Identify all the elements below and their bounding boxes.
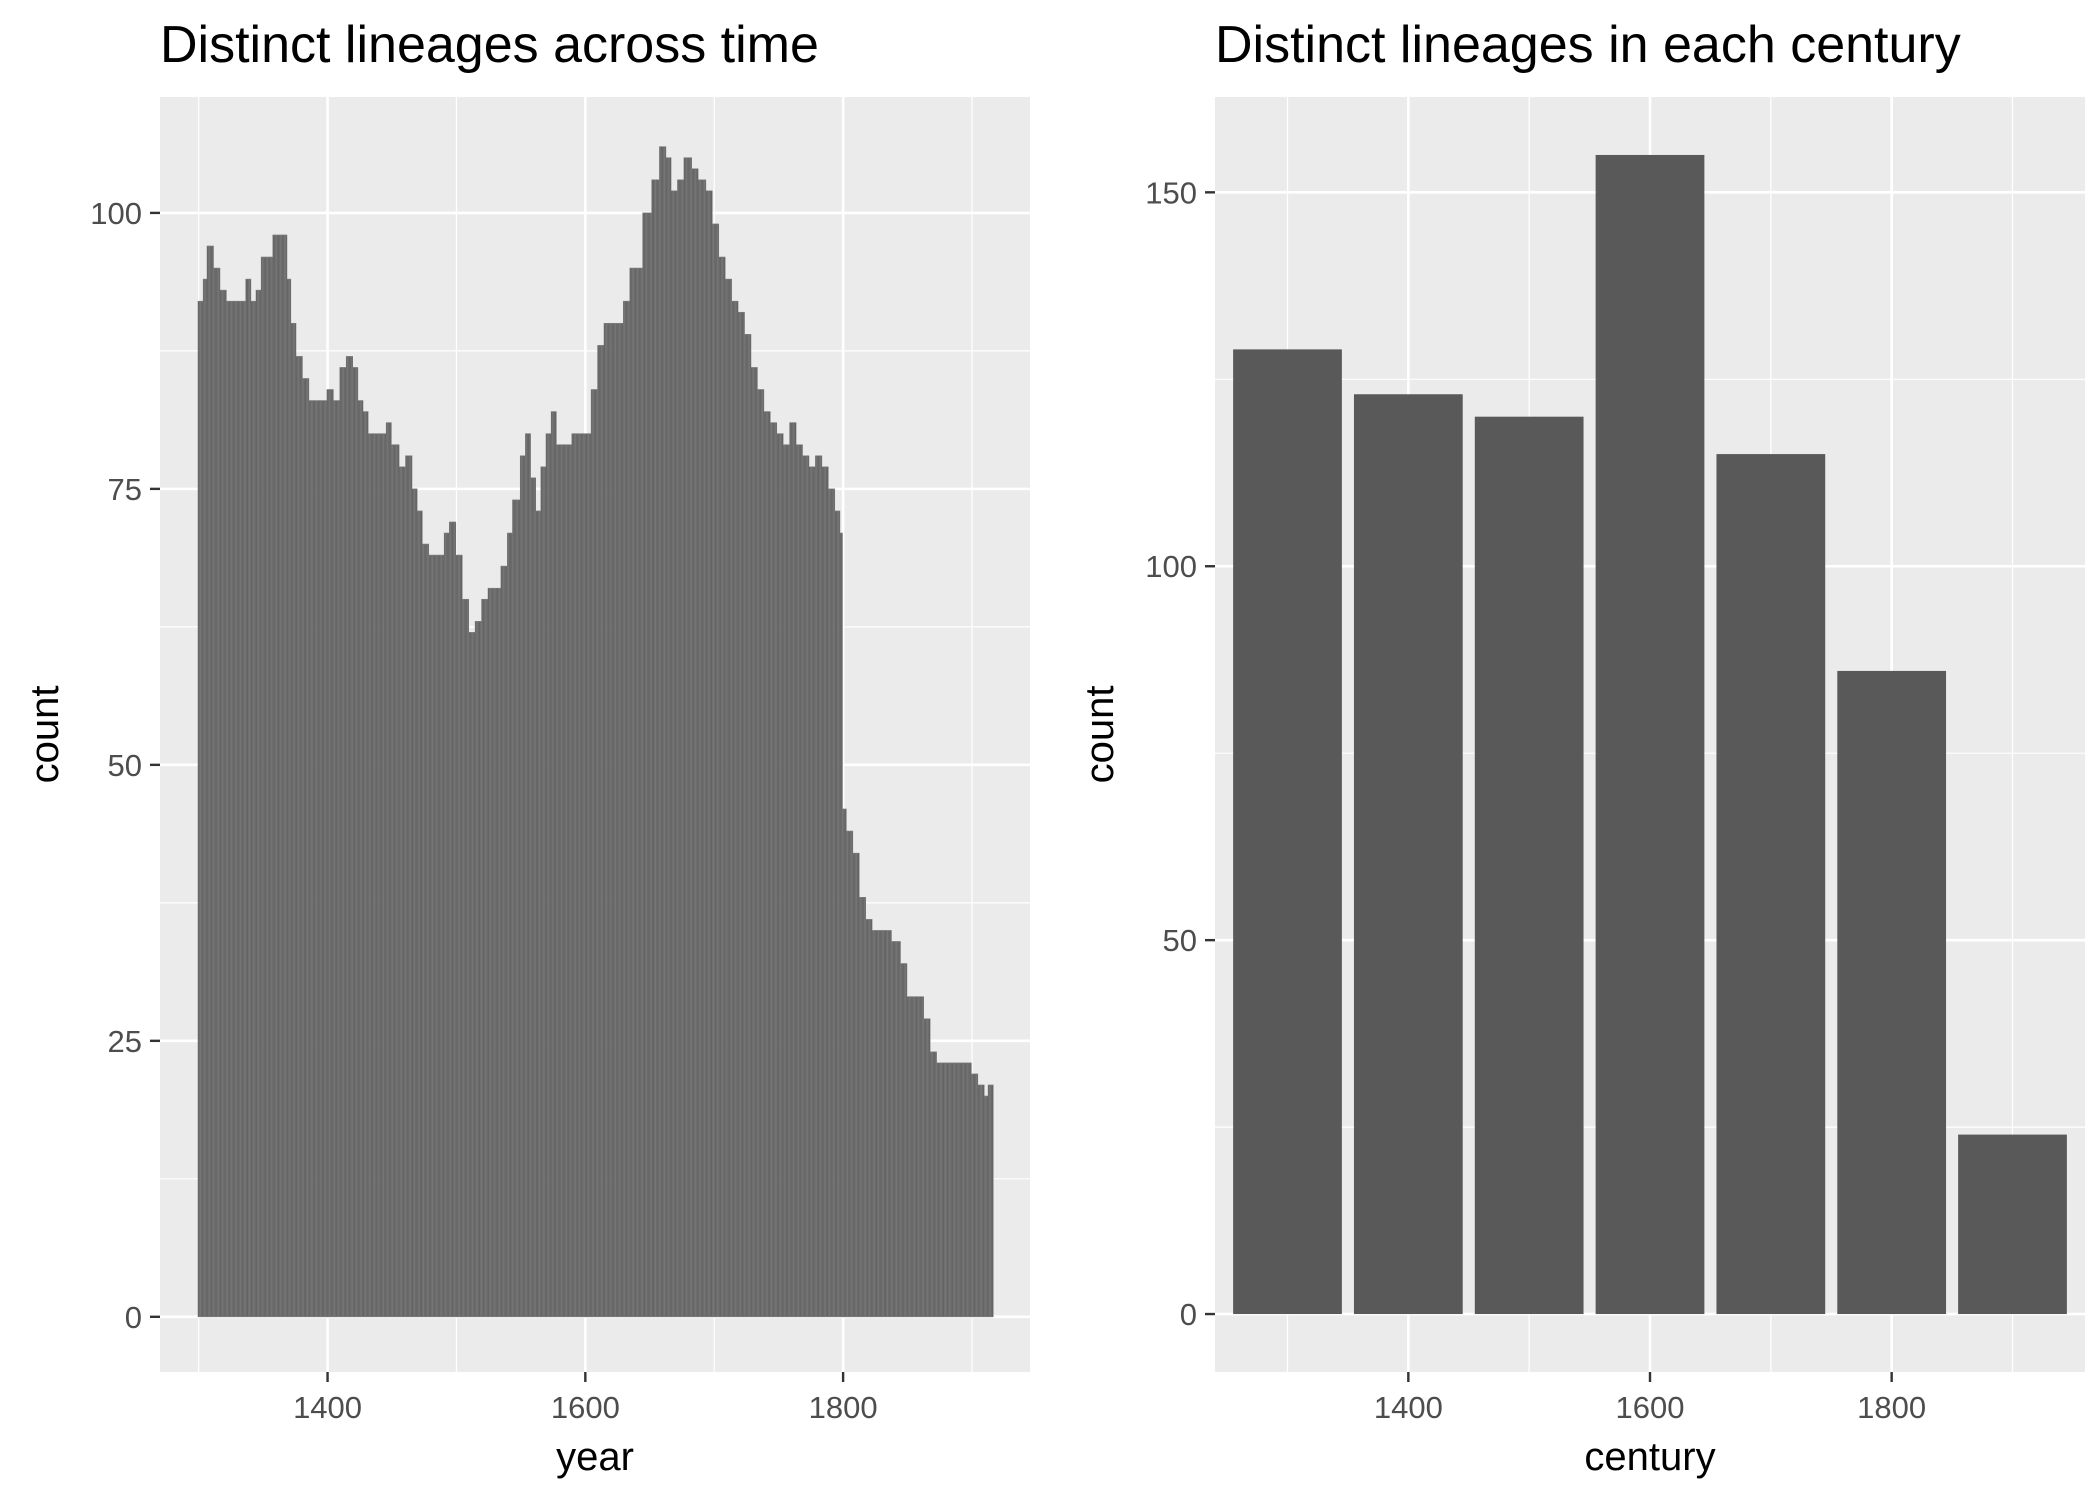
y-tick-label: 50 (108, 748, 142, 783)
x-tick-label: 1600 (1616, 1390, 1685, 1425)
century-bar (1474, 416, 1584, 1315)
century-bar (1958, 1134, 2067, 1315)
y-tick-label: 0 (125, 1300, 142, 1335)
x-tick-label: 1800 (1857, 1390, 1926, 1425)
y-tick-label: 75 (108, 472, 142, 507)
century-bar (1353, 394, 1463, 1315)
y-tick-label: 50 (1163, 923, 1197, 958)
century-bar (1595, 154, 1705, 1315)
y-tick-label: 25 (108, 1024, 142, 1059)
y-axis-title: count (1078, 686, 1122, 784)
axes: 0 50 100 150 1400 1600 1800 (1145, 175, 1926, 1425)
x-axis-title: year (556, 1435, 634, 1479)
century-bar (1837, 670, 1947, 1315)
axes: 0 25 50 75 100 1400 1600 1800 (90, 196, 877, 1425)
chart-panel-lineages-per-century: Distinct lineages in each century 0 50 100… (1078, 16, 2085, 1479)
chart-title: Distinct lineages in each century (1215, 16, 1961, 74)
x-tick-label: 1800 (809, 1390, 878, 1425)
century-bars (1233, 154, 2067, 1315)
x-axis-title: century (1584, 1435, 1715, 1479)
histogram-bar (991, 1084, 994, 1318)
y-tick-label: 100 (90, 196, 142, 231)
x-tick-label: 1400 (1374, 1390, 1443, 1425)
century-bar (1716, 454, 1826, 1315)
histogram-bars (197, 146, 994, 1318)
y-tick-label: 100 (1145, 549, 1197, 584)
x-tick-label: 1400 (293, 1390, 362, 1425)
y-tick-label: 150 (1145, 175, 1197, 210)
chart-panel-lineages-across-time: Distinct lineages across time 0 25 50 75 100… (23, 16, 1030, 1479)
x-tick-label: 1600 (551, 1390, 620, 1425)
y-axis-title: count (23, 686, 67, 784)
chart-title: Distinct lineages across time (160, 16, 819, 74)
century-bar (1233, 349, 1342, 1315)
y-tick-label: 0 (1180, 1297, 1197, 1332)
